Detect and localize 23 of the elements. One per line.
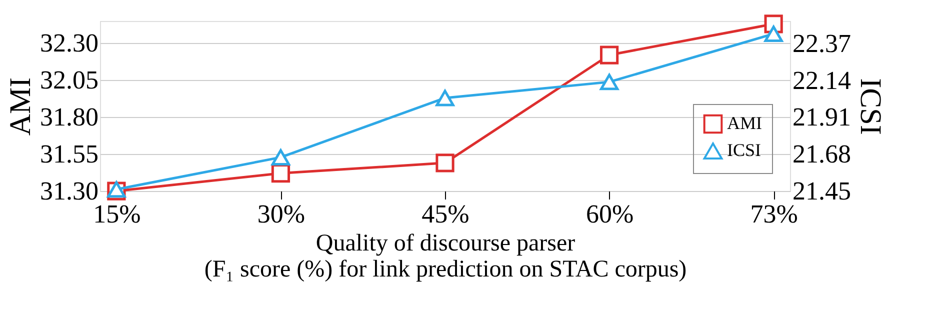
x-axis-title: Quality of discourse parser (F₁ score (%) for link prediction on STAC corpus) <box>204 230 687 282</box>
y2-tick-label: 21.68 <box>792 140 851 169</box>
x-tick-label: 30% <box>257 200 306 228</box>
y2-tick-label: 22.14 <box>792 66 851 95</box>
point <box>600 74 619 90</box>
legend-label: AMI <box>727 113 762 133</box>
point <box>271 149 290 166</box>
y2-axis-title: ICSI <box>854 78 887 135</box>
x-tick-label: 45% <box>422 200 470 228</box>
y2-tick-label: 22.37 <box>792 28 851 58</box>
y-tick-label: 32.30 <box>40 28 98 58</box>
x-tick-label: 60% <box>586 200 634 228</box>
point <box>271 164 290 183</box>
legend-label: ICSI <box>727 140 762 160</box>
point <box>436 90 454 106</box>
y-tick-label: 31.80 <box>40 102 98 132</box>
point <box>436 154 454 172</box>
y2-tick-label: 21.91 <box>792 102 851 132</box>
y-tick-label: 31.55 <box>40 140 98 169</box>
point <box>764 26 783 42</box>
y-tick-label: 32.05 <box>40 66 98 95</box>
y-axis-title: AMI <box>4 77 37 136</box>
point <box>600 46 619 64</box>
